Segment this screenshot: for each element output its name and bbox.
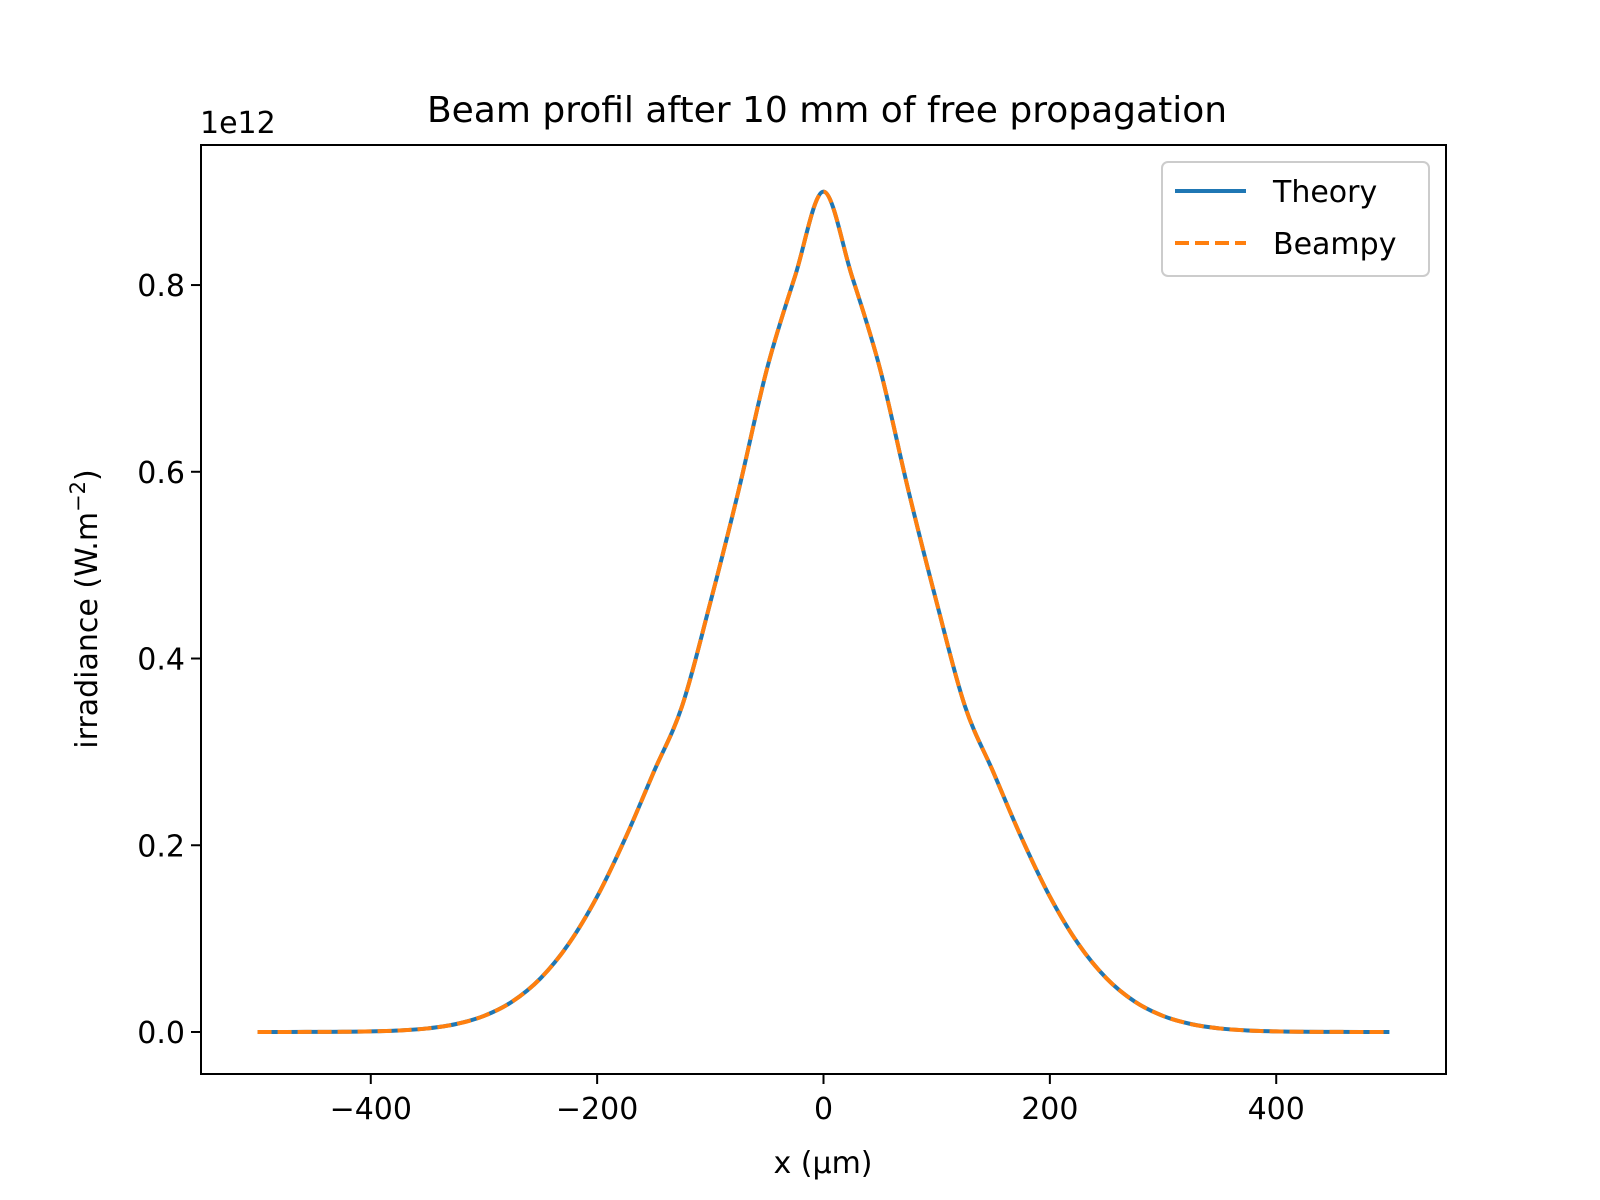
y-tick-label: 0.0 xyxy=(137,1016,185,1051)
x-tick-label: 200 xyxy=(1021,1092,1078,1127)
y-axis-ticks: 0.0 0.2 0.4 0.6 0.8 xyxy=(137,269,201,1051)
plot-frame xyxy=(200,144,1447,1075)
legend: Theory Beampy xyxy=(1161,161,1430,277)
series-line-beampy xyxy=(257,189,1390,1034)
y-tick-label: 0.6 xyxy=(137,456,185,491)
x-tick-label: −400 xyxy=(330,1092,412,1127)
legend-label-beampy: Beampy xyxy=(1273,227,1396,262)
y-axis-label-close: ) xyxy=(70,469,105,481)
legend-label-theory: Theory xyxy=(1272,175,1377,210)
x-tick-label: 0 xyxy=(814,1092,833,1127)
x-tick-label: −200 xyxy=(556,1092,638,1127)
x-tick-label: 400 xyxy=(1248,1092,1305,1127)
chart-title: Beam profil after 10 mm of free propagat… xyxy=(427,90,1227,131)
y-tick-label: 0.8 xyxy=(137,269,185,304)
y-offset-text: 1e12 xyxy=(200,106,276,141)
x-axis-label: x (µm) xyxy=(773,1146,872,1181)
y-tick-label: 0.4 xyxy=(137,643,185,678)
y-axis-label-main: irradiance (W.m xyxy=(70,512,105,749)
y-axis-label-exponent: −2 xyxy=(66,481,90,512)
x-axis-ticks: −400 −200 0 200 400 xyxy=(330,1074,1305,1127)
plot-series xyxy=(257,189,1390,1034)
y-tick-label: 0.2 xyxy=(137,829,185,864)
y-axis-label: irradiance (W.m−2) xyxy=(66,469,105,749)
